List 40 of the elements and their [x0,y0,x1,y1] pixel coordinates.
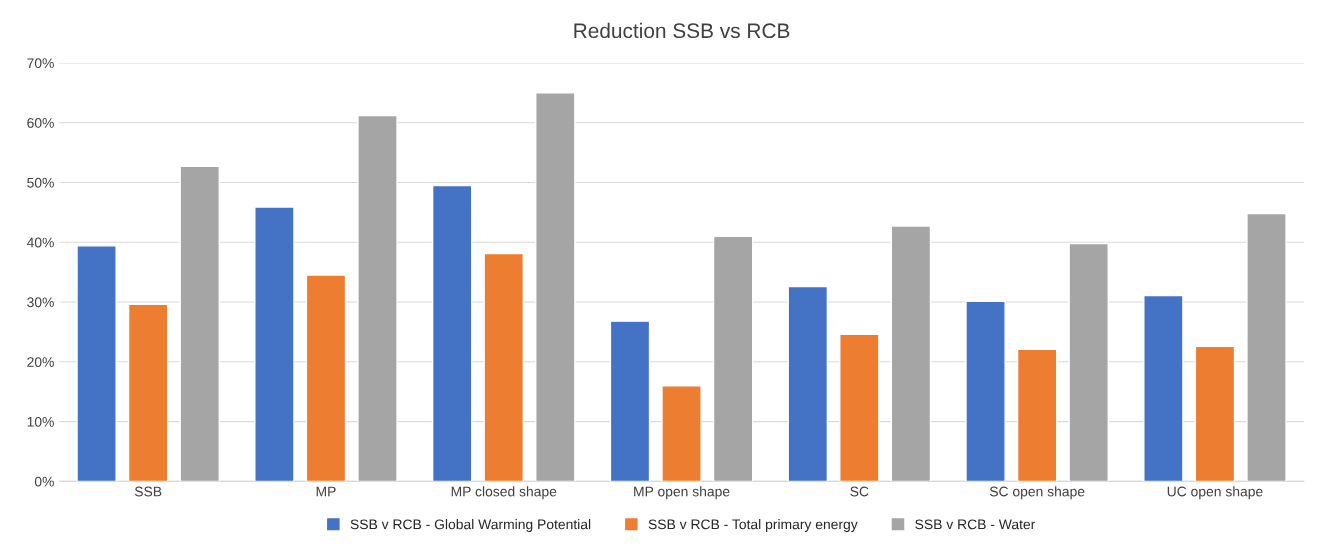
bar [1143,294,1184,482]
bar [712,235,754,482]
x-tick-label: UC open shape [1167,486,1263,500]
bar [305,274,347,482]
bar [1016,348,1058,482]
x-tick-label: SC open shape [989,486,1085,500]
y-tick-label: 50% [27,177,54,188]
bar [483,252,525,482]
y-tick-label: 0% [34,476,54,487]
bar [787,285,829,482]
bar [254,206,295,482]
bar [76,245,117,482]
bar [839,333,880,482]
bar [179,165,220,482]
y-tick-label: 20% [27,357,54,367]
y-tick-label: 30% [27,297,54,308]
bar [1194,345,1236,482]
legend-label: SSB v RCB - Water [915,519,1036,530]
y-tick-label: 70% [27,58,54,69]
x-tick-label: SC [850,486,869,497]
bar [1068,242,1109,482]
bar [661,385,702,482]
x-tick-label: MP closed shape [451,486,557,500]
legend-label: SSB v RCB - Total primary energy [648,519,858,532]
y-tick-label: 40% [26,237,54,248]
bar [535,92,576,482]
x-tick-label: SSB [134,486,162,497]
bar [609,320,651,482]
chart-title: Reduction SSB vs RCB [574,22,790,39]
x-tick-label: MP open shape [634,486,730,500]
x-tick-label: MP [316,486,336,497]
bar [890,225,932,482]
bar [965,300,1006,482]
y-tick-label: 60% [27,118,54,128]
y-tick-label: 10% [27,416,54,427]
bar [357,114,398,482]
bar [127,303,169,482]
bar [1246,212,1287,482]
bar [431,184,473,482]
legend-label: SSB v RCB - Global Warming Potential [350,519,591,532]
